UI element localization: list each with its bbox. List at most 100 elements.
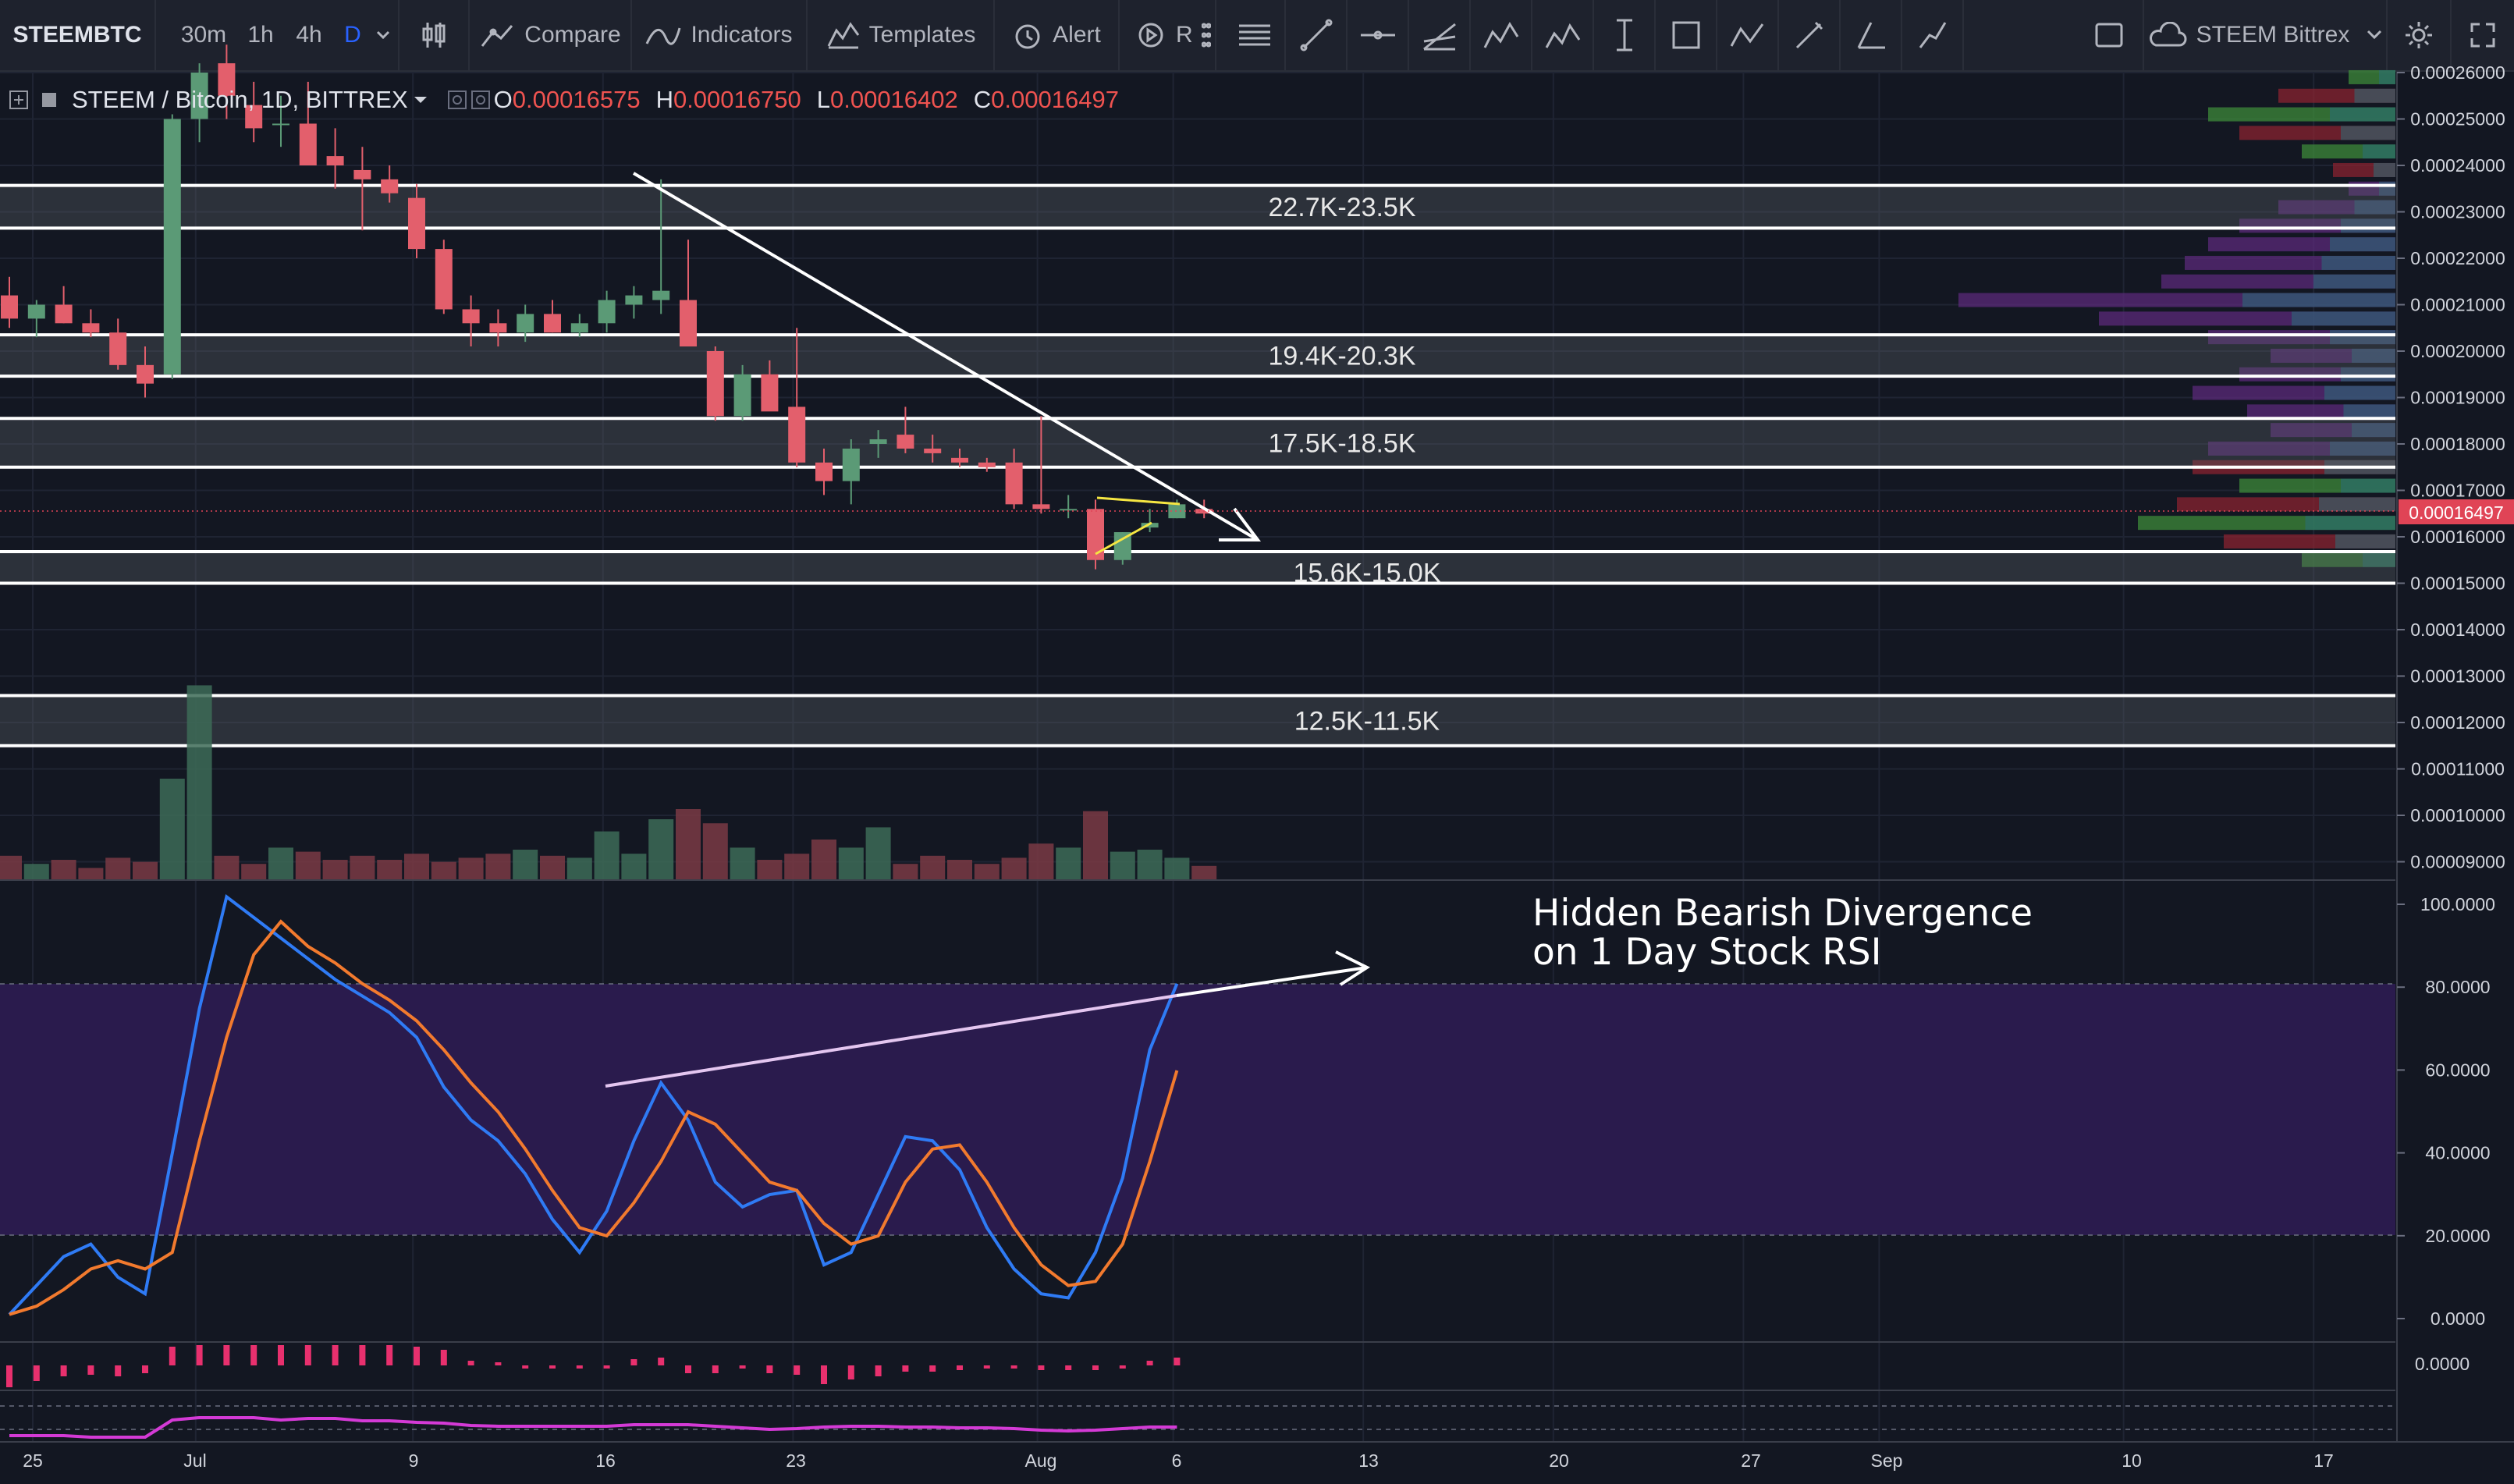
candle-body[interactable] <box>27 304 45 319</box>
interval-dropdown[interactable] <box>368 0 399 70</box>
candle-body[interactable] <box>1005 462 1023 505</box>
candle-body[interactable] <box>706 351 724 417</box>
candle-body[interactable] <box>680 300 697 347</box>
candle-body[interactable] <box>1141 523 1159 528</box>
candle-body[interactable] <box>218 63 236 96</box>
candle-body[interactable] <box>353 169 371 179</box>
candle-body[interactable] <box>842 448 860 481</box>
oscillator-bar <box>115 1365 122 1376</box>
settings-button[interactable] <box>2388 0 2452 70</box>
rectangle-tool[interactable] <box>1656 0 1717 70</box>
candle-body[interactable] <box>408 197 425 250</box>
eye-icon[interactable] <box>447 90 467 110</box>
horizontal-lines-tool[interactable] <box>1224 0 1286 70</box>
plus-square-icon[interactable] <box>8 89 30 111</box>
candle-body[interactable] <box>109 332 127 365</box>
triangle-upper-line[interactable] <box>1096 496 1181 506</box>
candle-body[interactable] <box>517 314 534 333</box>
candle-body[interactable] <box>788 407 806 463</box>
zone-label[interactable]: 12.5K-11.5K <box>1294 707 1440 737</box>
candle-body[interactable] <box>163 119 181 375</box>
candle-body[interactable] <box>137 364 154 384</box>
price-axis[interactable]: 0.00026000 0.00025000 0.00024000 0.00023000… <box>2397 62 2505 872</box>
lock-square-icon[interactable] <box>41 91 58 108</box>
annotation-line-2[interactable]: on 1 Day Stock RSI <box>1532 931 1881 974</box>
interval-4h[interactable]: 4h <box>296 22 322 48</box>
chart-type-button[interactable] <box>399 0 470 70</box>
volume-profile-bar <box>2352 423 2395 438</box>
time-axis[interactable]: 25 Jul 9 16 23 Aug 6 13 20 27 Sep 10 17 <box>23 1450 2334 1471</box>
candle-body[interactable] <box>544 314 561 333</box>
elliott-wave-tool[interactable] <box>1532 0 1594 70</box>
candle-body[interactable] <box>897 435 914 449</box>
candle-body[interactable] <box>82 323 100 333</box>
candle-body[interactable] <box>761 374 779 412</box>
candle-body[interactable] <box>869 439 887 444</box>
pitchfork-tool[interactable] <box>1409 0 1471 70</box>
candle-body[interactable] <box>570 323 588 333</box>
candle-body[interactable] <box>272 123 289 126</box>
candle-body[interactable] <box>435 249 453 310</box>
zone-label[interactable]: 22.7K-23.5K <box>1268 193 1415 222</box>
candle-body[interactable] <box>924 448 942 453</box>
abcd-tool[interactable] <box>1717 0 1779 70</box>
interval-1h[interactable]: 1h <box>247 22 274 48</box>
compare-button[interactable]: Compare <box>470 0 632 70</box>
interval-30m[interactable]: 30m <box>180 22 227 48</box>
candle-body[interactable] <box>299 123 317 165</box>
candle-body[interactable] <box>462 309 480 324</box>
candle-body[interactable] <box>652 290 670 300</box>
candle-body[interactable] <box>1 295 18 319</box>
brush-tool[interactable] <box>1779 0 1841 70</box>
divergence-line-rsi[interactable] <box>605 994 1177 1088</box>
candle-body[interactable] <box>381 179 399 193</box>
path-tool[interactable] <box>1902 0 1964 70</box>
candle-body[interactable] <box>55 304 73 324</box>
alert-button[interactable]: Alert <box>995 0 1120 70</box>
indicators-button[interactable]: Indicators <box>632 0 808 70</box>
candles[interactable] <box>1 44 1213 570</box>
candle-body[interactable] <box>733 374 751 417</box>
annotation-line-1[interactable]: Hidden Bearish Divergence <box>1532 892 2033 935</box>
angle-tool[interactable] <box>1841 0 1902 70</box>
candle-body[interactable] <box>1060 509 1078 511</box>
candle-body[interactable] <box>1032 504 1050 509</box>
candle-body[interactable] <box>598 300 616 324</box>
stoch-axis[interactable]: 100.0000 80.0000 60.0000 40.0000 20.0000 0.00… <box>2397 894 2495 1329</box>
zone-label[interactable]: 15.6K-15.0K <box>1293 559 1440 588</box>
candle-body[interactable] <box>190 73 208 119</box>
replay-button[interactable]: R <box>1120 0 1198 70</box>
templates-button[interactable]: Templates <box>808 0 995 70</box>
caret-down-icon[interactable] <box>413 94 428 105</box>
candle-body[interactable] <box>326 156 344 165</box>
watchlist-button[interactable]: STEEM Bittrex <box>2144 0 2388 70</box>
candle-body[interactable] <box>978 462 996 467</box>
support-resistance-bands[interactable]: 22.7K-23.5K 19.4K-20.3K 17.5K-18.5K 15.6K-1… <box>0 183 2395 747</box>
drag-handle[interactable] <box>1198 0 1216 70</box>
candle-body[interactable] <box>245 105 263 129</box>
measure-tool[interactable] <box>1594 0 1656 70</box>
interval-d[interactable]: D <box>344 22 361 48</box>
last-price-label: 0.00016497 <box>2409 502 2504 523</box>
candle-body[interactable] <box>1113 532 1131 560</box>
legend-symbol[interactable]: STEEM / Bitcoin, 1D, BITTREX <box>72 86 408 113</box>
trend-line-tool[interactable] <box>1286 0 1348 70</box>
fullscreen-toggle[interactable] <box>2075 0 2144 70</box>
triangle-lower-line[interactable] <box>1095 521 1152 556</box>
candle-body[interactable] <box>1087 509 1104 560</box>
candle-body[interactable] <box>951 457 968 463</box>
pattern-tool[interactable] <box>1471 0 1532 70</box>
candle-body[interactable] <box>625 295 643 305</box>
symbol-search[interactable]: STEEMBTC <box>0 0 156 70</box>
horizontal-ray-tool[interactable] <box>1348 0 1409 70</box>
expand-button[interactable] <box>2452 0 2514 70</box>
downtrend-line[interactable] <box>632 172 1259 541</box>
candle-body[interactable] <box>815 462 833 481</box>
settings-small-icon[interactable] <box>470 90 491 110</box>
candle-body[interactable] <box>1168 504 1186 519</box>
candle-body[interactable] <box>489 323 507 333</box>
oscillator-bar <box>1010 1365 1017 1369</box>
zone-label[interactable]: 17.5K-18.5K <box>1268 429 1415 459</box>
zone-label[interactable]: 19.4K-20.3K <box>1268 342 1415 371</box>
